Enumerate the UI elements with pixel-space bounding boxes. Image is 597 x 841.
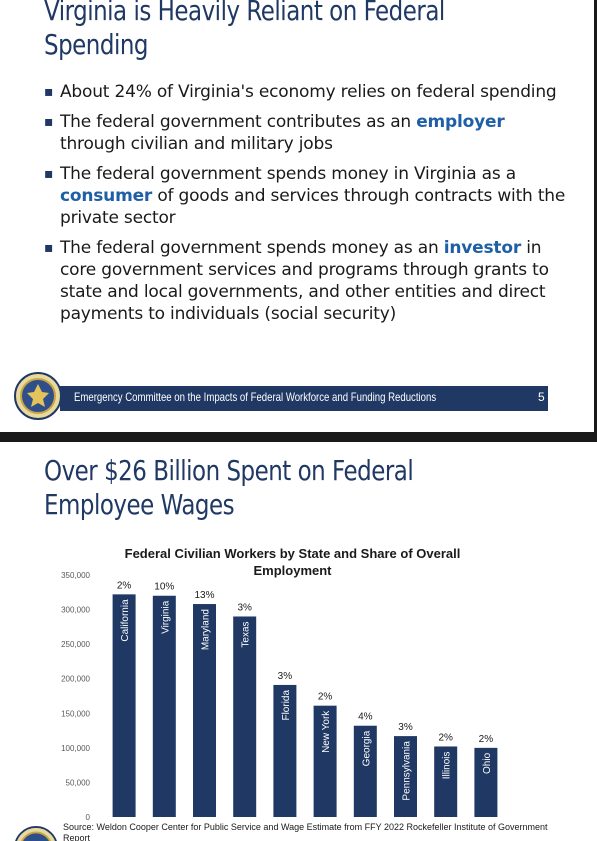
bullet-text: in core government services and programs… (60, 238, 549, 324)
category-label: Illinois (442, 751, 453, 779)
category-label: Ohio (482, 752, 493, 774)
highlight-employer: employer (416, 112, 505, 132)
bullet-item: The federal government spends money as a… (44, 237, 569, 325)
title-line: Employee Wages (44, 488, 235, 521)
bullet-text: through civilian and military jobs (60, 134, 333, 154)
title-line: Virginia is Heavily Reliant on Federal (44, 0, 445, 27)
data-label: 13% (194, 590, 214, 601)
bar (193, 604, 216, 817)
y-tick-label: 350,000 (61, 571, 90, 580)
state-seal-icon (14, 372, 62, 420)
y-tick-label: 100,000 (61, 744, 90, 753)
category-label: Florida (281, 690, 292, 721)
slide-title: Over $26 Billion Spent on Federal Employ… (44, 454, 414, 522)
data-label: 10% (154, 582, 174, 593)
bullet-text: The federal government spends money as a… (60, 238, 444, 258)
data-label: 2% (318, 692, 333, 703)
bar-chart: 0 50,000 100,000 150,000 200,000 250,000 300,0… (61, 571, 498, 822)
bar (112, 594, 136, 817)
y-tick-label: 150,000 (61, 709, 90, 718)
bullet-text: About 24% of Virginia's economy relies o… (60, 82, 557, 102)
title-line: Spending (44, 28, 148, 61)
category-label: Virginia (160, 600, 171, 634)
category-label: Texas (241, 621, 252, 647)
y-tick-label: 0 (86, 813, 91, 822)
highlight-consumer: consumer (60, 186, 153, 206)
category-label: Georgia (361, 730, 372, 766)
bar (152, 595, 176, 817)
bullet-text: of goods and services through contracts … (60, 186, 566, 228)
y-tick-label: 300,000 (61, 606, 90, 615)
bar (394, 736, 417, 817)
data-label: 3% (398, 722, 413, 733)
bullet-list: About 24% of Virginia's economy relies o… (44, 81, 569, 333)
highlight-investor: investor (443, 238, 522, 258)
bar (353, 725, 377, 817)
data-label: 2% (438, 732, 453, 743)
bar (474, 747, 498, 817)
bar (273, 684, 297, 817)
slide-5: Virginia is Heavily Reliant on Federal S… (0, 0, 597, 432)
bullet-text: The federal government spends money in V… (60, 164, 516, 184)
bar (313, 705, 337, 817)
category-label: Pennsylvania (402, 741, 413, 801)
slide-6: Over $26 Billion Spent on Federal Employ… (0, 442, 597, 841)
y-tick-label: 250,000 (61, 640, 90, 649)
bullet-item: The federal government spends money in V… (44, 163, 569, 229)
data-label: 3% (237, 602, 252, 613)
data-label: 3% (278, 671, 293, 682)
y-tick-label: 50,000 (66, 778, 91, 787)
state-seal-icon (15, 826, 57, 841)
slide-title: Virginia is Heavily Reliant on Federal S… (44, 0, 445, 62)
bullet-item: The federal government contributes as an… (44, 111, 569, 155)
data-label: 4% (358, 712, 373, 723)
footer-bar: Emergency Committee on the Impacts of Fe… (60, 386, 548, 411)
bullet-text: The federal government contributes as an (60, 112, 417, 132)
category-label: California (120, 599, 131, 642)
y-tick-label: 200,000 (61, 675, 90, 684)
data-label: 2% (117, 580, 132, 591)
footer-text: Emergency Committee on the Impacts of Fe… (74, 390, 437, 404)
category-label: Maryland (201, 609, 212, 650)
data-label: 2% (479, 734, 494, 745)
bullet-item: About 24% of Virginia's economy relies o… (44, 81, 569, 103)
slide-separator (0, 432, 597, 442)
source-note: Source: Weldon Cooper Center for Public … (63, 822, 548, 841)
category-label: New York (321, 710, 332, 753)
bar (434, 746, 458, 817)
title-line: Over $26 Billion Spent on Federal (44, 454, 414, 487)
page-number: 5 (538, 390, 545, 404)
chart-title: Federal Civilian Workers by State and Sh… (124, 546, 461, 578)
slide-edge (594, 0, 597, 432)
bar (233, 616, 257, 817)
